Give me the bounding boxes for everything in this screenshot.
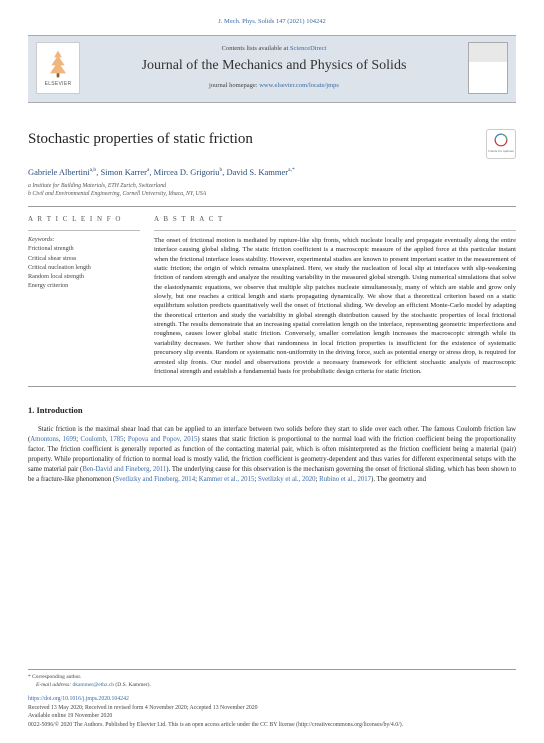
check-updates-label: Check for updates bbox=[488, 149, 513, 154]
citation-link[interactable]: Popova and Popov, 2015 bbox=[128, 436, 198, 443]
available-online: Available online 19 November 2020 bbox=[28, 712, 516, 720]
citation-link[interactable]: Kammer et al., 2015 bbox=[199, 476, 255, 483]
abstract-column: A B S T R A C T The onset of frictional … bbox=[154, 215, 516, 376]
check-updates-badge[interactable]: Check for updates bbox=[486, 129, 516, 159]
keyword-item: Critical shear stress bbox=[28, 254, 140, 263]
citation-link[interactable]: Svetlizky and Fineberg, 2014 bbox=[115, 476, 195, 483]
citation-link[interactable]: Rubino et al., 2017 bbox=[319, 476, 371, 483]
email-label: E-mail address: bbox=[36, 682, 72, 688]
citation-link[interactable]: Ben-David and Fineberg, 2011 bbox=[82, 466, 166, 473]
homepage-prefix: journal homepage: bbox=[209, 82, 259, 89]
author-4-affil: a,* bbox=[288, 167, 295, 173]
email-link[interactable]: dkammer@ethz.ch bbox=[72, 682, 114, 688]
citation-link[interactable]: Amontons, 1699 bbox=[30, 436, 76, 443]
sciencedirect-link[interactable]: ScienceDirect bbox=[290, 45, 326, 52]
keywords-list: Frictional strength Critical shear stres… bbox=[28, 244, 140, 290]
journal-cover-thumb bbox=[468, 42, 508, 94]
article-title: Stochastic properties of static friction bbox=[28, 129, 253, 149]
contents-line: Contents lists available at ScienceDirec… bbox=[88, 45, 460, 54]
email-who: (D.S. Kammer). bbox=[114, 682, 151, 688]
copyright-line: 0022-5096/© 2020 The Authors. Published … bbox=[28, 721, 516, 729]
keyword-item: Frictional strength bbox=[28, 244, 140, 253]
citation-link[interactable]: Svetlizky et al., 2020 bbox=[258, 476, 316, 483]
corresponding-author: * Corresponding author. bbox=[28, 673, 516, 681]
abstract-text: The onset of frictional motion is mediat… bbox=[154, 236, 516, 376]
elsevier-tree-icon bbox=[44, 48, 72, 80]
keyword-item: Random local strength bbox=[28, 272, 140, 281]
check-updates-icon bbox=[494, 133, 508, 147]
author-2: , Simon Karrer bbox=[96, 167, 147, 177]
author-4: , David S. Kammer bbox=[222, 167, 288, 177]
keywords-label: Keywords: bbox=[28, 236, 140, 244]
article-info-column: A R T I C L E I N F O Keywords: Friction… bbox=[28, 215, 140, 376]
intro-paragraph: Static friction is the maximal shear loa… bbox=[28, 425, 516, 485]
email-line: E-mail address: dkammer@ethz.ch (D.S. Ka… bbox=[28, 681, 516, 689]
article-info-head: A R T I C L E I N F O bbox=[28, 215, 140, 224]
footnotes: * Corresponding author. E-mail address: … bbox=[28, 669, 516, 690]
citation-link[interactable]: Coulomb, 1785 bbox=[81, 436, 124, 443]
abstract-head: A B S T R A C T bbox=[154, 215, 516, 224]
affiliation-a: a Institute for Building Materials, ETH … bbox=[28, 182, 516, 190]
homepage-line: journal homepage: www.elsevier.com/locat… bbox=[88, 82, 460, 91]
article-history: Received 13 May 2020; Received in revise… bbox=[28, 704, 516, 712]
contents-prefix: Contents lists available at bbox=[222, 45, 290, 52]
top-citation: J. Mech. Phys. Solids 147 (2021) 104242 bbox=[28, 18, 516, 27]
journal-banner: ELSEVIER Contents lists available at Sci… bbox=[28, 35, 516, 103]
journal-title: Journal of the Mechanics and Physics of … bbox=[88, 57, 460, 76]
elsevier-logo: ELSEVIER bbox=[36, 42, 80, 94]
authors-line: Gabriele Albertinia,b, Simon Karrera, Mi… bbox=[28, 167, 516, 178]
affiliations: a Institute for Building Materials, ETH … bbox=[28, 182, 516, 198]
author-1: Gabriele Albertini bbox=[28, 167, 90, 177]
author-3: , Mircea D. Grigoriu bbox=[149, 167, 219, 177]
homepage-link[interactable]: www.elsevier.com/locate/jmps bbox=[259, 82, 339, 89]
affiliation-b: b Civil and Environmental Engineering, C… bbox=[28, 190, 516, 198]
elsevier-logo-text: ELSEVIER bbox=[45, 81, 72, 88]
doi-link[interactable]: https://doi.org/10.1016/j.jmps.2020.1042… bbox=[28, 696, 129, 702]
doi-block: https://doi.org/10.1016/j.jmps.2020.1042… bbox=[28, 695, 516, 729]
keyword-item: Energy criterion bbox=[28, 281, 140, 290]
section-heading-intro: 1. Introduction bbox=[28, 405, 516, 416]
keyword-item: Critical nucleation length bbox=[28, 263, 140, 272]
